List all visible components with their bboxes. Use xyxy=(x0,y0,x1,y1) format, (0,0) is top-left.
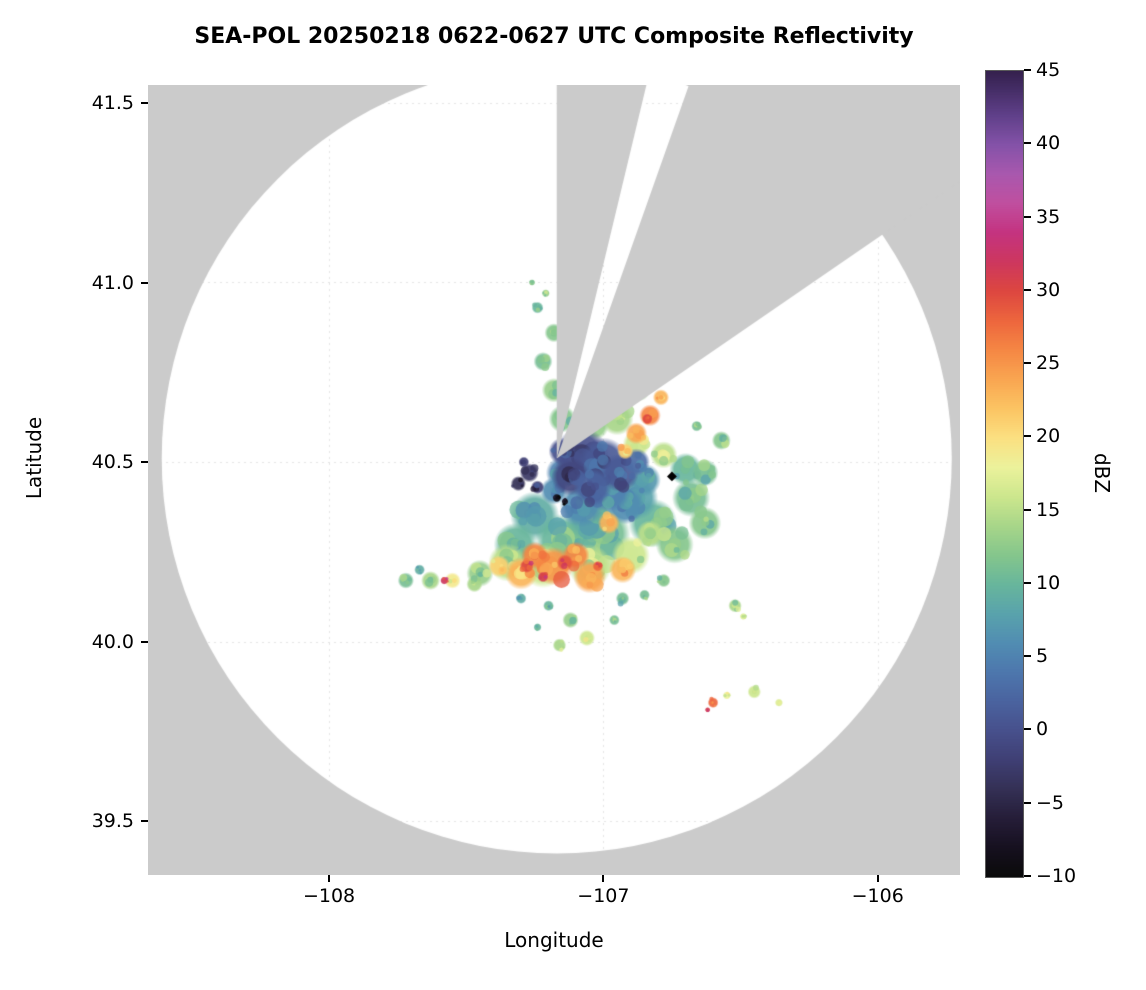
colorbar-tick xyxy=(1024,69,1031,71)
colorbar-tick-label: 30 xyxy=(1036,278,1061,301)
colorbar-tick xyxy=(1024,362,1031,365)
y-tick xyxy=(141,820,148,823)
colorbar-tick-label: 35 xyxy=(1036,205,1061,228)
y-tick-label: 40.0 xyxy=(91,630,134,653)
colorbar-tick-label: 10 xyxy=(1036,571,1061,594)
colorbar-tick-label: 5 xyxy=(1036,645,1049,668)
x-tick xyxy=(328,875,331,882)
x-tick-label: −106 xyxy=(851,885,904,907)
y-tick xyxy=(141,281,148,284)
colorbar-tick-label: 45 xyxy=(1036,59,1061,81)
radar-plot-canvas xyxy=(148,85,960,875)
y-tick-label: 41.0 xyxy=(91,271,134,294)
x-tick xyxy=(876,875,879,882)
colorbar-tick xyxy=(1024,581,1031,584)
y-tick xyxy=(141,101,148,104)
y-tick xyxy=(141,461,148,464)
y-axis-label: Latitude xyxy=(22,416,46,500)
colorbar-tick xyxy=(1024,875,1031,877)
x-tick xyxy=(602,875,605,882)
colorbar-tick xyxy=(1024,435,1031,438)
colorbar-tick xyxy=(1024,728,1031,731)
colorbar-tick-label: 40 xyxy=(1036,132,1061,155)
x-tick-label: −107 xyxy=(577,885,630,907)
y-tick-label: 40.5 xyxy=(91,451,134,474)
x-tick-label: −108 xyxy=(302,885,356,907)
y-tick xyxy=(141,640,148,643)
colorbar-tick xyxy=(1024,288,1031,291)
colorbar-tick-label: 25 xyxy=(1036,352,1061,375)
colorbar-tick xyxy=(1024,655,1031,658)
y-tick-label: 39.5 xyxy=(91,810,134,833)
colorbar-tick-label: 0 xyxy=(1036,718,1049,741)
colorbar-tick xyxy=(1024,508,1031,511)
colorbar-tick-label: −10 xyxy=(1036,865,1077,887)
colorbar-tick xyxy=(1024,142,1031,145)
colorbar-tick-label: −5 xyxy=(1036,791,1065,814)
colorbar-gradient xyxy=(985,70,1024,878)
colorbar-tick xyxy=(1024,801,1031,804)
colorbar-tick xyxy=(1024,215,1031,218)
colorbar-tick-label: 15 xyxy=(1036,498,1061,521)
colorbar-label: dBZ xyxy=(1090,452,1114,494)
colorbar-tick-label: 20 xyxy=(1036,425,1061,448)
x-axis-label: Longitude xyxy=(504,928,604,952)
chart-title: SEA-POL 20250218 0622-0627 UTC Composite… xyxy=(194,24,914,49)
y-tick-label: 41.5 xyxy=(91,91,134,114)
